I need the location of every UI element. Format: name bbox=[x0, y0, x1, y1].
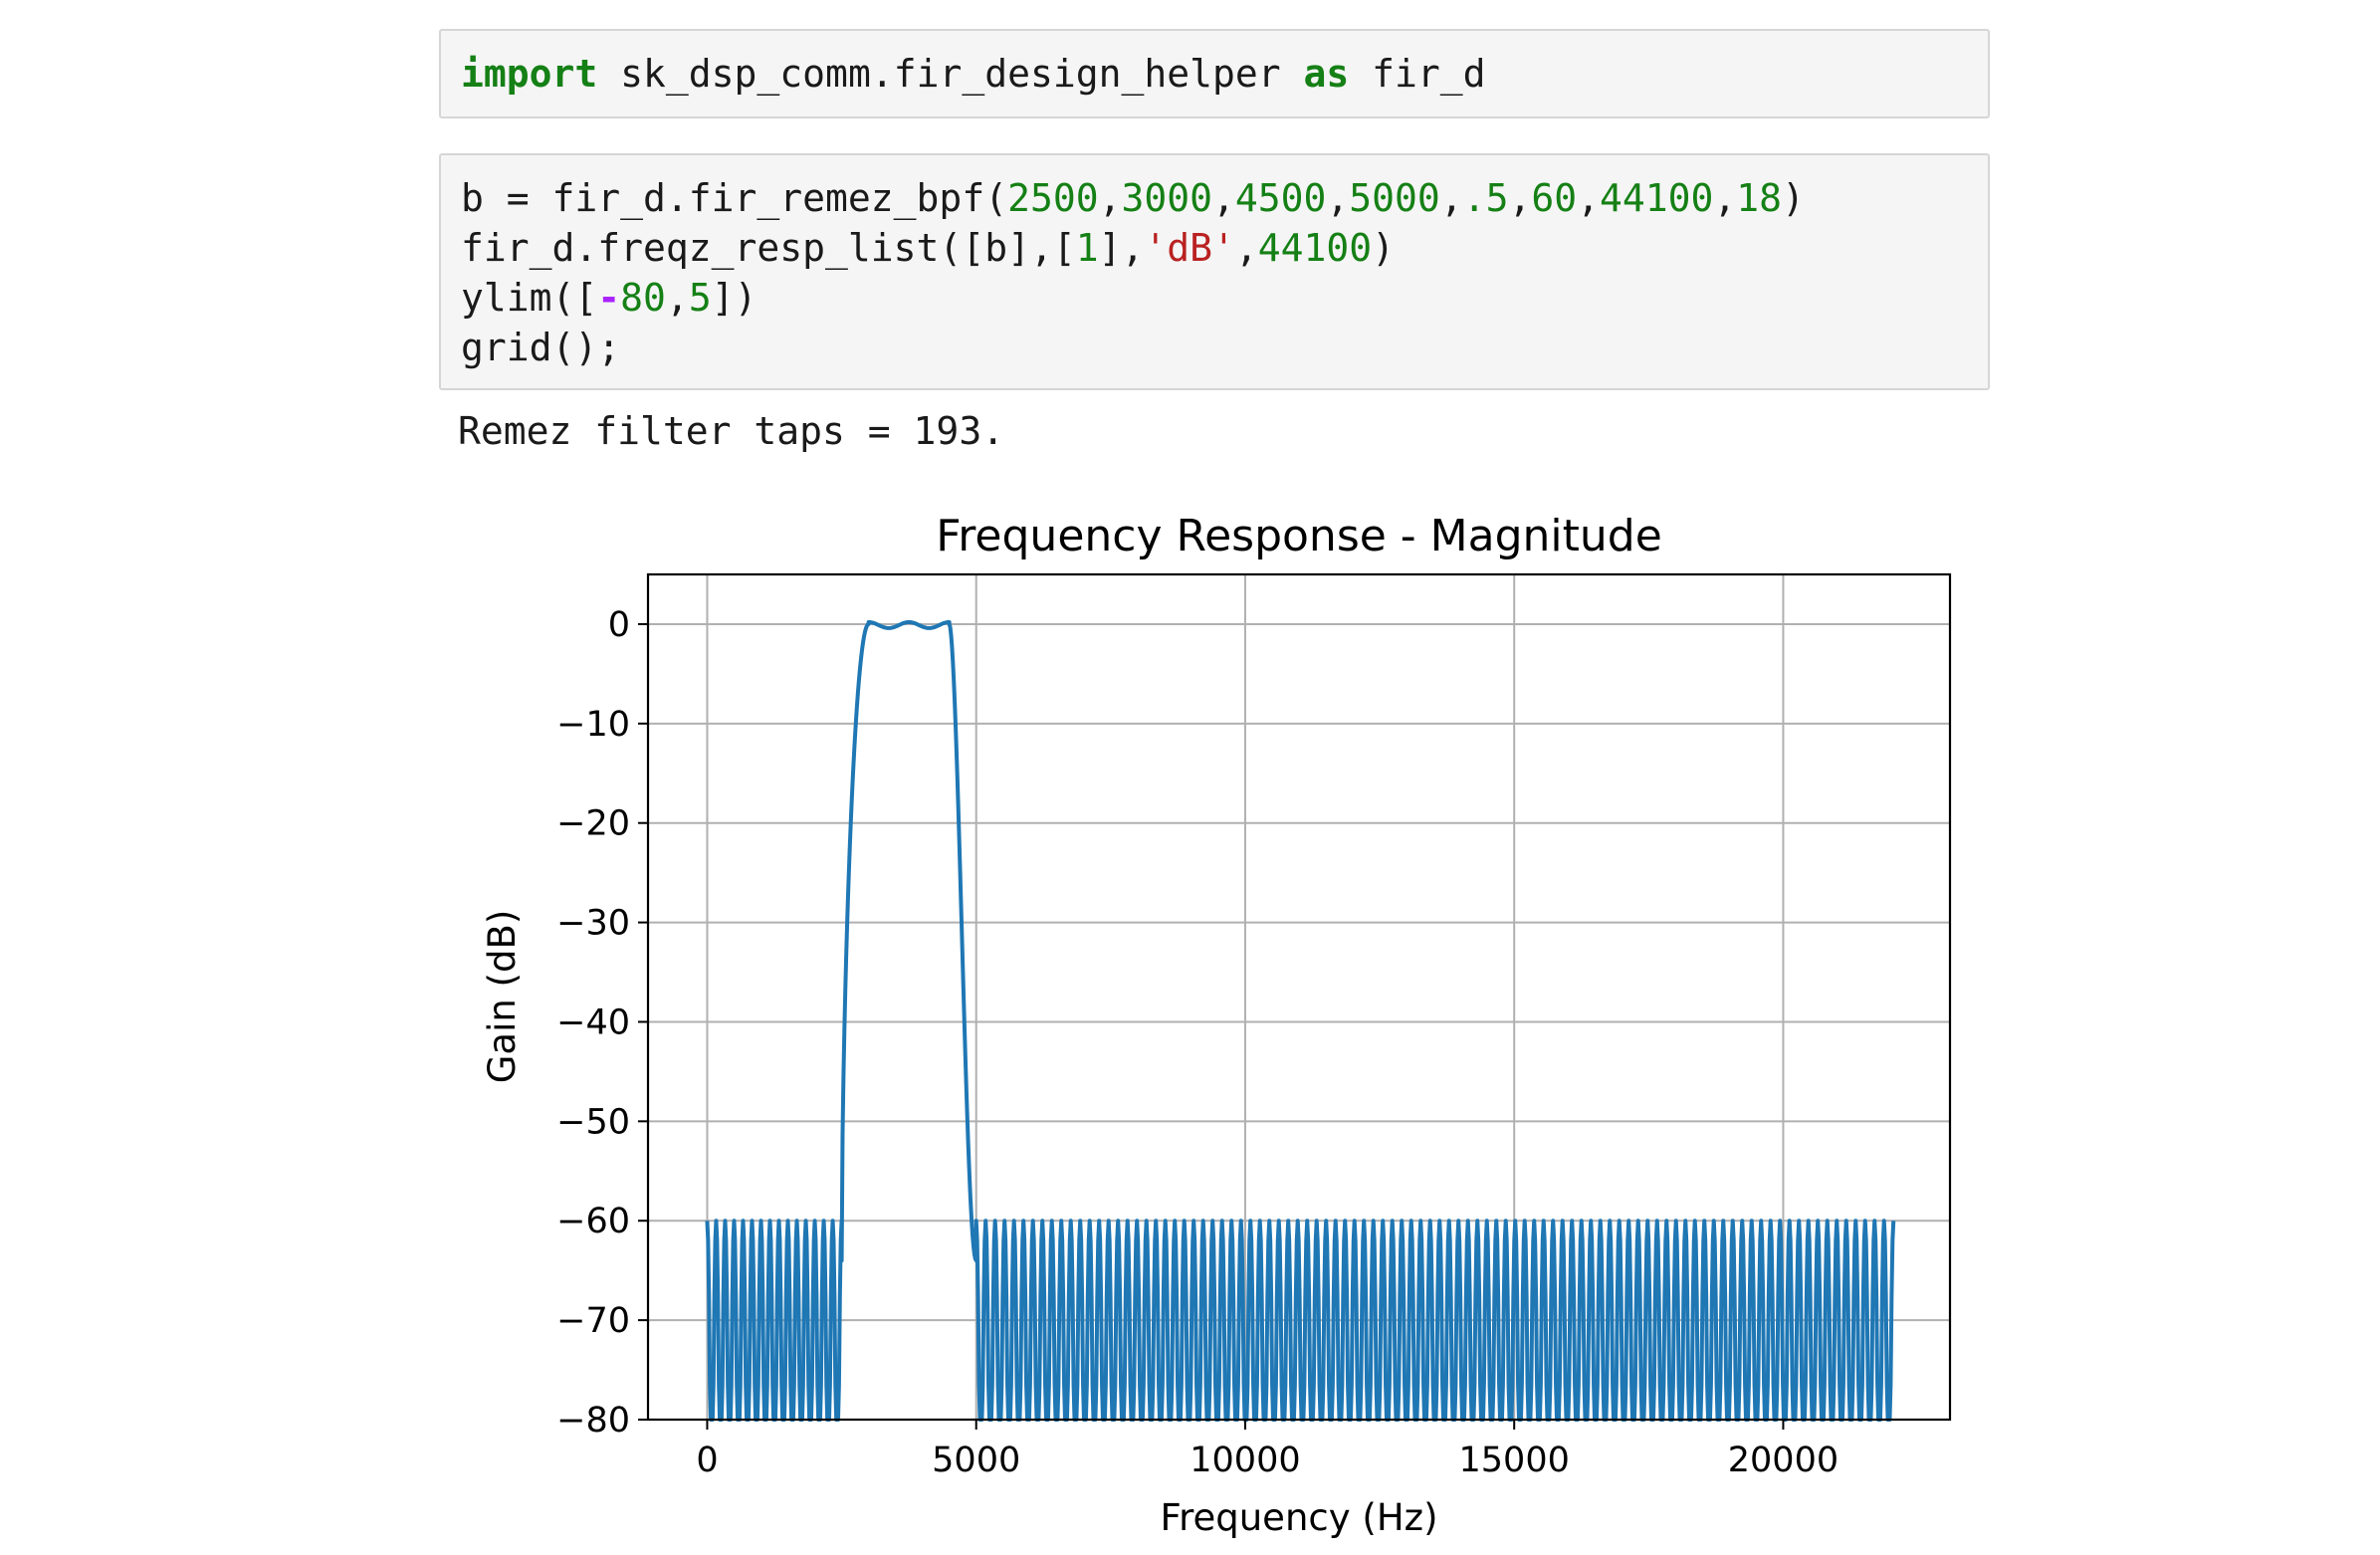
x-tick-label: 5000 bbox=[932, 1441, 1020, 1480]
tick-layer: 0 5000 10000 15000 20000 0 −10 −20 −30 −40 −50 −60 −… bbox=[556, 605, 1839, 1480]
y-tick-label: 0 bbox=[608, 605, 630, 645]
code-token: grid(); bbox=[461, 326, 621, 369]
import-code-cell[interactable]: import sk_dsp_comm.fir_design_helper as … bbox=[439, 29, 1990, 118]
code-token: b = fir_d.fir_remez_bpf( bbox=[461, 176, 1008, 220]
code-token: 'dB' bbox=[1144, 226, 1235, 270]
code-token: ) bbox=[1372, 226, 1396, 270]
code-line: grid(); bbox=[461, 323, 620, 372]
code-line: ylim([-80,5]) bbox=[461, 273, 757, 323]
chart-title: Frequency Response - Magnitude bbox=[936, 511, 1662, 561]
axes-frame bbox=[646, 572, 1952, 1422]
cell-output-text: Remez filter taps = 193. bbox=[458, 409, 1005, 453]
code-token: 1 bbox=[1075, 226, 1099, 270]
x-tick-label: 0 bbox=[696, 1441, 718, 1480]
y-tick-label: −10 bbox=[556, 705, 630, 745]
y-tick-label: −40 bbox=[556, 1002, 630, 1042]
code-token: , bbox=[1326, 176, 1350, 220]
line-layer bbox=[705, 619, 1896, 1422]
y-tick-label: −20 bbox=[556, 804, 630, 844]
code-token: fir_d bbox=[1349, 52, 1486, 96]
x-tick-label: 20000 bbox=[1728, 1441, 1839, 1480]
code-line: fir_d.freqz_resp_list([b],[1],'dB',44100… bbox=[461, 223, 1395, 273]
y-tick-label: −60 bbox=[556, 1202, 630, 1241]
x-tick-label: 10000 bbox=[1190, 1441, 1300, 1480]
code-token: ylim([ bbox=[461, 276, 598, 320]
code-token: 80 bbox=[620, 276, 666, 320]
code-token: 18 bbox=[1736, 176, 1783, 220]
y-tick-label: −70 bbox=[556, 1301, 630, 1341]
x-tick-label: 15000 bbox=[1459, 1441, 1570, 1480]
code-token: 5 bbox=[688, 276, 712, 320]
code-token: , bbox=[1098, 176, 1122, 220]
code-line: b = fir_d.fir_remez_bpf(2500,3000,4500,5… bbox=[461, 173, 1805, 223]
code-token: .5 bbox=[1462, 176, 1509, 220]
code-token: , bbox=[1713, 176, 1737, 220]
code-token: - bbox=[597, 276, 621, 320]
code-token: , bbox=[1212, 176, 1235, 220]
x-axis-label: Frequency (Hz) bbox=[1160, 1496, 1437, 1539]
code-token: 60 bbox=[1531, 176, 1578, 220]
code-token: 44100 bbox=[1257, 226, 1373, 270]
y-tick-label: −50 bbox=[556, 1102, 630, 1142]
y-axis-label: Gain (dB) bbox=[481, 910, 524, 1084]
filter-code-cell[interactable]: b = fir_d.fir_remez_bpf(2500,3000,4500,5… bbox=[439, 153, 1990, 390]
code-token: 4500 bbox=[1234, 176, 1327, 220]
code-token: ]) bbox=[711, 276, 757, 320]
code-token: , bbox=[665, 276, 689, 320]
magnitude-response-line bbox=[705, 619, 1896, 1422]
y-tick-label: −30 bbox=[556, 904, 630, 944]
code-token: , bbox=[1234, 226, 1258, 270]
code-token: , bbox=[1577, 176, 1601, 220]
y-tick-label: −80 bbox=[556, 1401, 630, 1441]
code-token: ], bbox=[1098, 226, 1145, 270]
code-token: sk_dsp_comm.fir_design_helper bbox=[597, 52, 1304, 96]
code-token: 44100 bbox=[1600, 176, 1714, 220]
code-token: fir_d.freqz_resp_list([b],[ bbox=[461, 226, 1076, 270]
code-token: 2500 bbox=[1007, 176, 1099, 220]
code-token: import bbox=[461, 52, 598, 96]
code-token: , bbox=[1439, 176, 1463, 220]
code-token: , bbox=[1508, 176, 1532, 220]
code-token: ) bbox=[1782, 176, 1805, 220]
import-code-line: import sk_dsp_comm.fir_design_helper as … bbox=[461, 49, 1486, 99]
code-token: as bbox=[1303, 52, 1350, 96]
code-token: 5000 bbox=[1349, 176, 1440, 220]
code-token: 3000 bbox=[1121, 176, 1212, 220]
